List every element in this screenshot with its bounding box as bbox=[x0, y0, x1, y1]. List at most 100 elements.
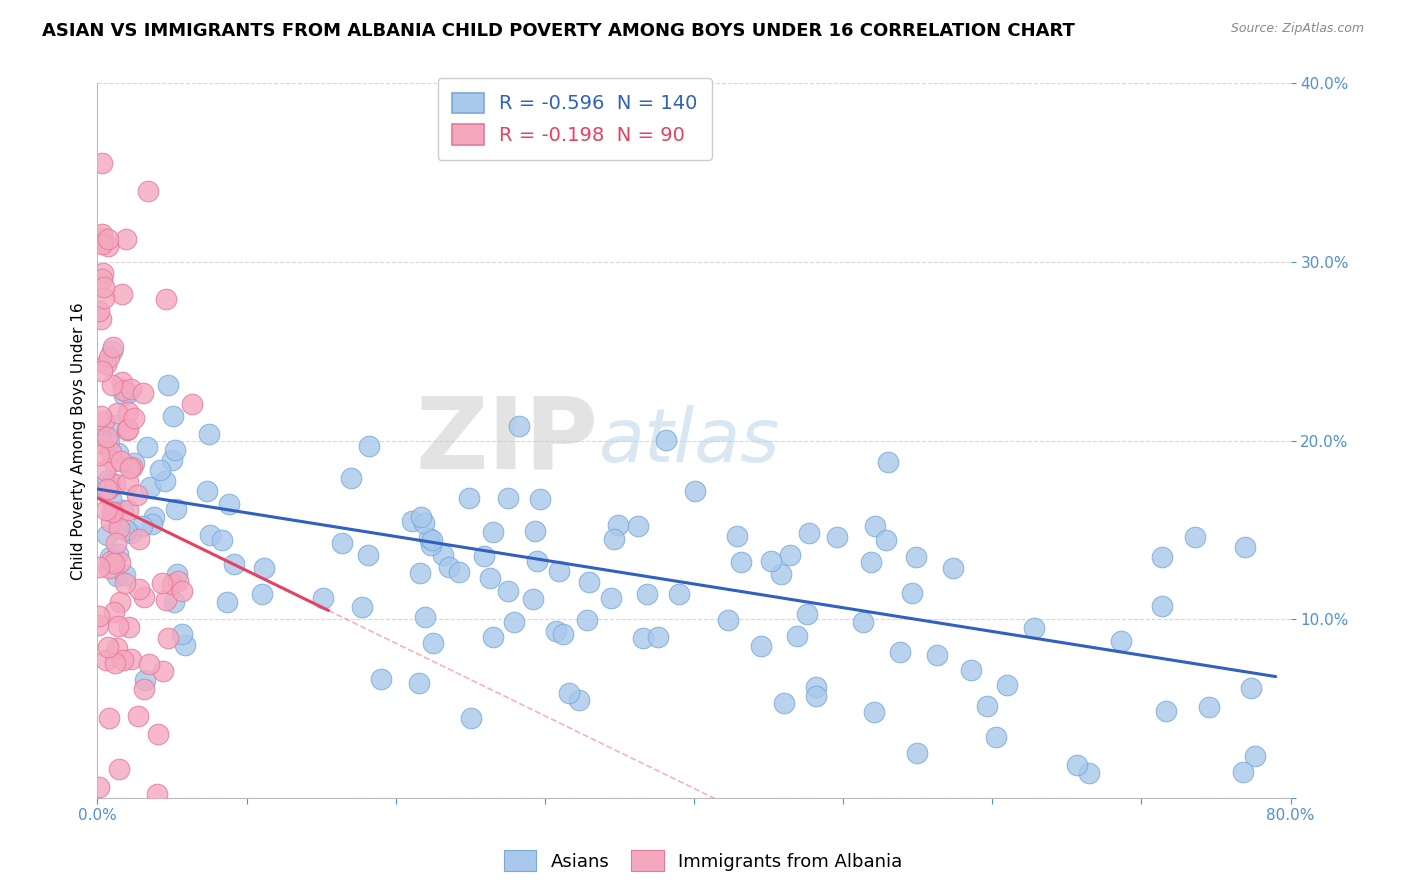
Point bbox=[131, 519, 153, 533]
Point bbox=[1184, 530, 1206, 544]
Point bbox=[786, 629, 808, 643]
Point bbox=[370, 672, 392, 686]
Point bbox=[90, 272, 112, 286]
Point bbox=[108, 595, 131, 609]
Point bbox=[118, 620, 141, 634]
Point bbox=[127, 709, 149, 723]
Point bbox=[357, 439, 380, 453]
Point bbox=[1233, 540, 1256, 554]
Point bbox=[122, 457, 145, 471]
Point bbox=[863, 519, 886, 533]
Point bbox=[103, 454, 125, 468]
Point bbox=[904, 550, 927, 565]
Point bbox=[97, 640, 120, 654]
Point bbox=[97, 473, 120, 487]
Point bbox=[153, 475, 176, 489]
Point bbox=[110, 453, 132, 467]
Point bbox=[117, 422, 139, 436]
Point bbox=[312, 591, 335, 605]
Point bbox=[984, 731, 1007, 745]
Point bbox=[683, 484, 706, 499]
Point bbox=[627, 518, 650, 533]
Point bbox=[91, 156, 114, 170]
Point bbox=[976, 699, 998, 714]
Point bbox=[155, 593, 177, 607]
Point bbox=[769, 566, 792, 581]
Point bbox=[94, 503, 117, 517]
Point bbox=[1077, 766, 1099, 780]
Legend: R = -0.596  N = 140, R = -0.198  N = 90: R = -0.596 N = 140, R = -0.198 N = 90 bbox=[437, 78, 711, 160]
Point bbox=[97, 561, 120, 575]
Point bbox=[804, 681, 827, 695]
Point bbox=[409, 566, 432, 580]
Point bbox=[149, 463, 172, 477]
Point bbox=[636, 587, 658, 601]
Point bbox=[799, 526, 821, 541]
Point bbox=[330, 536, 353, 550]
Point bbox=[925, 648, 948, 662]
Point bbox=[132, 385, 155, 400]
Point bbox=[107, 446, 129, 460]
Point bbox=[89, 609, 111, 624]
Point bbox=[97, 433, 120, 447]
Point bbox=[599, 591, 621, 606]
Point bbox=[93, 414, 115, 428]
Point bbox=[863, 705, 886, 719]
Point bbox=[150, 575, 173, 590]
Point bbox=[114, 567, 136, 582]
Point bbox=[122, 411, 145, 425]
Point bbox=[121, 459, 143, 474]
Point bbox=[806, 689, 828, 703]
Point bbox=[449, 565, 471, 579]
Point bbox=[460, 711, 482, 725]
Point bbox=[101, 339, 124, 353]
Point bbox=[96, 484, 118, 499]
Point bbox=[1150, 599, 1173, 613]
Point bbox=[422, 636, 444, 650]
Point bbox=[90, 237, 112, 252]
Point bbox=[115, 524, 138, 538]
Text: ASIAN VS IMMIGRANTS FROM ALBANIA CHILD POVERTY AMONG BOYS UNDER 16 CORRELATION C: ASIAN VS IMMIGRANTS FROM ALBANIA CHILD P… bbox=[42, 22, 1076, 40]
Point bbox=[128, 582, 150, 597]
Point bbox=[825, 530, 848, 544]
Point bbox=[111, 375, 134, 389]
Point bbox=[773, 697, 796, 711]
Point bbox=[97, 711, 120, 725]
Point bbox=[1198, 699, 1220, 714]
Point bbox=[548, 564, 571, 578]
Point bbox=[152, 665, 174, 679]
Point bbox=[995, 678, 1018, 692]
Point bbox=[107, 619, 129, 633]
Point bbox=[120, 651, 142, 665]
Point bbox=[97, 239, 120, 253]
Point bbox=[401, 514, 423, 528]
Point bbox=[117, 503, 139, 517]
Point bbox=[419, 538, 441, 552]
Point bbox=[211, 533, 233, 547]
Point bbox=[100, 554, 122, 568]
Point bbox=[89, 426, 111, 441]
Point bbox=[1244, 749, 1267, 764]
Point bbox=[725, 529, 748, 543]
Point bbox=[458, 491, 481, 505]
Point bbox=[160, 576, 183, 591]
Point bbox=[889, 645, 911, 659]
Point bbox=[120, 382, 142, 396]
Point bbox=[87, 304, 110, 318]
Point bbox=[90, 227, 112, 241]
Point bbox=[100, 445, 122, 459]
Legend: Asians, Immigrants from Albania: Asians, Immigrants from Albania bbox=[496, 843, 910, 879]
Point bbox=[96, 528, 118, 542]
Text: atlas: atlas bbox=[599, 405, 780, 476]
Point bbox=[439, 560, 461, 574]
Point bbox=[472, 549, 495, 563]
Point bbox=[1154, 704, 1177, 718]
Point bbox=[96, 653, 118, 667]
Point bbox=[90, 409, 112, 423]
Point bbox=[876, 455, 898, 469]
Point bbox=[422, 533, 444, 548]
Point bbox=[98, 549, 121, 564]
Point bbox=[526, 554, 548, 568]
Point bbox=[135, 440, 157, 454]
Point bbox=[141, 516, 163, 531]
